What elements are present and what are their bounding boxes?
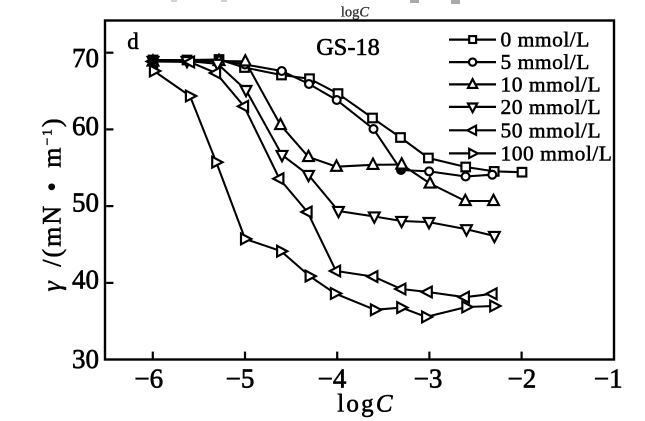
svg-text:−5: −5: [226, 364, 255, 394]
svg-text:−4: −4: [318, 364, 347, 394]
svg-text:−1: −1: [594, 364, 623, 394]
svg-text:−3: −3: [414, 364, 443, 394]
svg-text:5 mmol/L: 5 mmol/L: [501, 50, 590, 74]
svg-text:60: 60: [72, 111, 99, 141]
svg-text:100 mmol/L: 100 mmol/L: [501, 141, 613, 165]
svg-text:10 mmol/L: 10 mmol/L: [501, 72, 602, 96]
svg-text:50 mmol/L: 50 mmol/L: [501, 118, 602, 142]
svg-text:50: 50: [72, 188, 99, 218]
svg-text:logC: logC: [341, 5, 370, 21]
svg-text:γ /(mN • m−1): γ /(mN • m−1): [38, 116, 67, 291]
svg-text:logC: logC: [337, 391, 394, 418]
svg-text:−6: −6: [134, 364, 163, 394]
svg-text:30: 30: [72, 344, 99, 374]
svg-text:−2: −2: [508, 364, 537, 394]
svg-text:GS-18: GS-18: [316, 34, 379, 61]
svg-text:0 mmol/L: 0 mmol/L: [501, 28, 590, 52]
svg-text:70: 70: [72, 43, 99, 73]
svg-text:40: 40: [72, 264, 99, 294]
svg-text:20 mmol/L: 20 mmol/L: [501, 95, 602, 119]
svg-text:d: d: [127, 29, 139, 54]
